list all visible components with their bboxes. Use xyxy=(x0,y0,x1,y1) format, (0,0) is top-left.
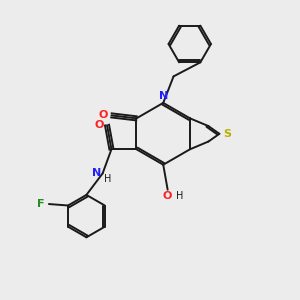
Text: F: F xyxy=(37,199,44,209)
Text: N: N xyxy=(159,92,168,101)
Text: O: O xyxy=(98,110,108,120)
Text: H: H xyxy=(104,174,112,184)
Text: S: S xyxy=(223,129,231,139)
Text: N: N xyxy=(92,168,101,178)
Text: O: O xyxy=(94,120,104,130)
Text: H: H xyxy=(176,191,184,201)
Text: O: O xyxy=(162,191,172,201)
